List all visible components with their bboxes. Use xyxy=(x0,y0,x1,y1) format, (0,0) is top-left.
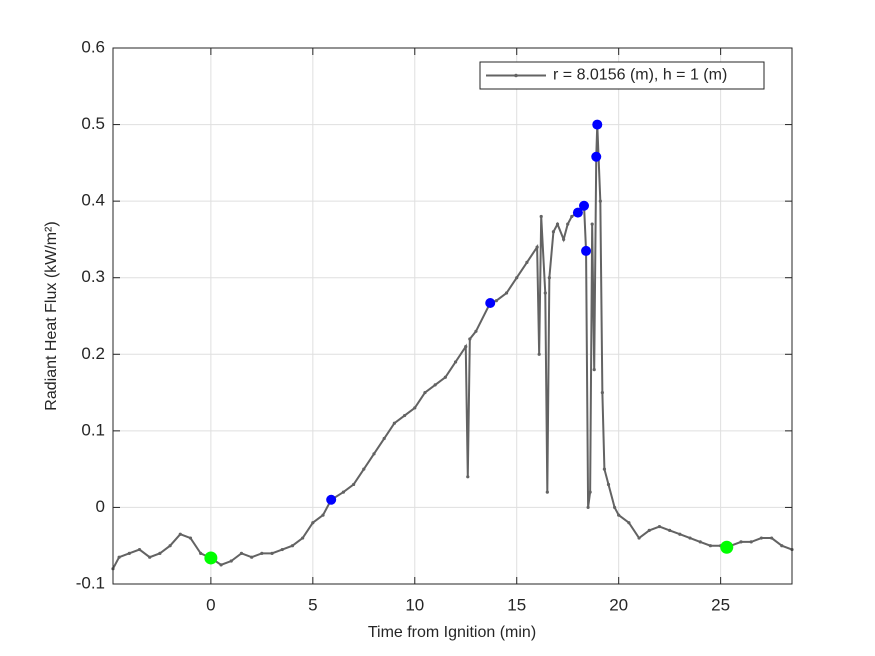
highlight-point xyxy=(581,245,592,256)
highlight-point xyxy=(591,151,602,162)
x-tick-label: 10 xyxy=(405,595,424,614)
highlight-point xyxy=(579,200,590,211)
legend: r = 8.0156 (m), h = 1 (m) xyxy=(479,61,765,90)
data-line xyxy=(111,122,794,571)
y-tick-label: 0 xyxy=(96,497,105,516)
highlight-point xyxy=(204,551,218,565)
y-tick-label: -0.1 xyxy=(76,573,105,592)
x-tick-label: 20 xyxy=(609,595,628,614)
y-tick-label: 0.1 xyxy=(81,420,105,439)
plot-area xyxy=(111,119,794,571)
highlight-point xyxy=(485,297,496,308)
y-tick-label: 0.5 xyxy=(81,114,105,133)
legend-marker xyxy=(514,73,518,78)
highlight-point xyxy=(592,119,603,130)
legend-label: r = 8.0156 (m), h = 1 (m) xyxy=(553,67,727,84)
x-tick-label: 5 xyxy=(308,595,317,614)
highlight-point xyxy=(572,207,583,218)
x-tick-label: 15 xyxy=(507,595,526,614)
y-tick-label: 0.3 xyxy=(81,267,105,286)
x-tick-label: 25 xyxy=(711,595,730,614)
x-tick-label: 0 xyxy=(206,595,215,614)
axes-box xyxy=(112,47,793,585)
y-tick-label: 0.2 xyxy=(81,344,105,363)
y-axis-label: Radiant Heat Flux (kW/m²) xyxy=(43,221,60,410)
x-axis-label: Time from Ignition (min) xyxy=(368,624,536,641)
y-tick-label: 0.4 xyxy=(81,191,105,210)
highlight-point xyxy=(720,540,734,554)
ticks: 0 5 10 15 20 25 -0.1 0 0.1 0.2 0.3 0.4 0.5 0.6 xyxy=(76,37,792,614)
highlight-point xyxy=(326,494,337,505)
y-tick-label: 0.6 xyxy=(81,37,105,56)
